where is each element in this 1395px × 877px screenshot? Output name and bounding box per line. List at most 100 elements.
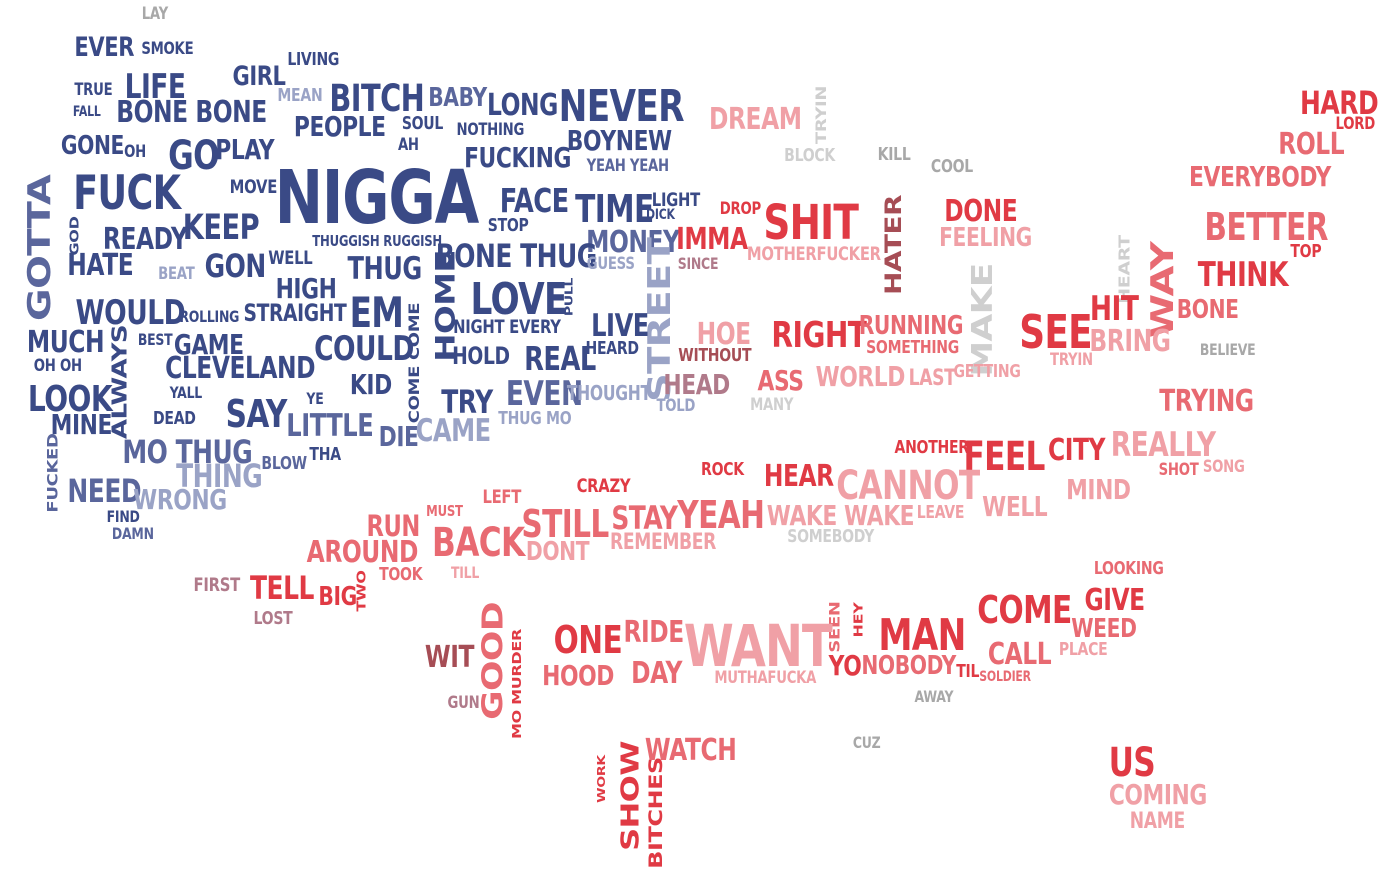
- word-tryin: TRYIN: [813, 85, 830, 145]
- word-think: THINK: [1197, 255, 1289, 295]
- word-ride: RIDE: [622, 615, 684, 650]
- word-around: AROUND: [306, 535, 418, 570]
- word-imma: IMMA: [676, 222, 748, 257]
- word-real: REAL: [524, 338, 596, 378]
- word-oh-oh: OH OH: [33, 355, 82, 376]
- word-gon: GON: [204, 247, 267, 285]
- word-time: TIME: [574, 187, 654, 231]
- word-crazy: CRAZY: [576, 474, 630, 497]
- word-coming: COMING: [1108, 778, 1207, 811]
- word-fuck: FUCK: [72, 165, 181, 221]
- word-keep: KEEP: [182, 207, 260, 248]
- word-til: TIL: [955, 661, 979, 682]
- word-since: SINCE: [677, 254, 719, 273]
- word-oh: OH: [124, 141, 146, 162]
- word-top: TOP: [1290, 241, 1322, 262]
- word-muthafucka: MUTHAFUCKA: [713, 667, 816, 688]
- word-nobody: NOBODY: [860, 651, 956, 681]
- word-always: ALWAYS: [108, 324, 132, 440]
- word-believe: BELIEVE: [1199, 340, 1255, 359]
- word-bone-thug: BONE THUG: [435, 237, 598, 275]
- word-dead: DEAD: [152, 408, 196, 429]
- word-die: DIE: [378, 420, 418, 453]
- word-love: LOVE: [470, 274, 567, 325]
- word-rock: ROCK: [700, 459, 744, 480]
- word-money: MONEY: [586, 225, 680, 260]
- word-tha: THA: [309, 444, 341, 465]
- word-rolling: ROLLING: [178, 307, 239, 326]
- word-first: FIRST: [193, 573, 240, 596]
- word-want: WANT: [683, 612, 833, 680]
- word-trying: TRYING: [1158, 384, 1254, 419]
- word-girl: GIRL: [232, 60, 286, 92]
- word-really: REALLY: [1110, 425, 1216, 465]
- word-work: WORK: [595, 755, 609, 803]
- word-dream: DREAM: [708, 102, 802, 137]
- word-bone: BONE: [1176, 295, 1239, 325]
- word-well: WELL: [267, 246, 312, 269]
- word-face: FACE: [499, 180, 569, 220]
- word-would: WOULD: [74, 293, 185, 333]
- word-game: GAME: [173, 328, 244, 361]
- word-come-come: COME COME: [406, 302, 424, 424]
- word-stop: STOP: [487, 215, 529, 236]
- word-ye: YE: [306, 389, 324, 408]
- word-better: BETTER: [1204, 205, 1328, 249]
- word-baby: BABY: [427, 83, 487, 113]
- word-block: BLOCK: [783, 145, 835, 166]
- word-need: NEED: [66, 472, 141, 510]
- word-well: WELL: [981, 490, 1048, 523]
- word-bitches: BITCHES: [644, 757, 667, 869]
- word-left: LEFT: [482, 485, 522, 508]
- word-done: DONE: [944, 194, 1018, 229]
- word-long: LONG: [486, 88, 558, 123]
- word-till: TILL: [450, 563, 480, 582]
- word-city: CITY: [1047, 433, 1105, 468]
- word-tell: TELL: [250, 569, 314, 607]
- word-feeling: FEELING: [938, 223, 1032, 253]
- word-move: MOVE: [229, 175, 277, 198]
- word-people: PEOPLE: [293, 110, 386, 143]
- word-give: GIVE: [1083, 583, 1145, 618]
- word-mine: MINE: [50, 408, 112, 441]
- word-gone: GONE: [60, 131, 124, 161]
- word-watch: WATCH: [644, 733, 736, 768]
- word-drop: DROP: [719, 198, 761, 219]
- word-getting: GETTING: [953, 361, 1021, 382]
- word-tryin: TRYIN: [1049, 349, 1093, 370]
- word-could: COULD: [314, 329, 414, 369]
- word-lost: LOST: [253, 608, 293, 629]
- word-run: RUN: [366, 508, 421, 543]
- word-thought: THOUGHT: [566, 381, 651, 405]
- word-came: CAME: [415, 412, 492, 449]
- word-em: EM: [349, 288, 403, 337]
- word-smoke: SMOKE: [140, 38, 193, 59]
- word-high: HIGH: [275, 272, 337, 305]
- word-cuz: CUZ: [852, 733, 880, 752]
- word-much: MUCH: [26, 325, 104, 360]
- word-head: HEAD: [662, 368, 730, 401]
- word-little: LITTLE: [286, 407, 374, 444]
- word-without: WITHOUT: [678, 345, 752, 366]
- word-thug: THUG: [346, 250, 422, 287]
- word-boynew: BOYNEW: [566, 124, 672, 157]
- word-say: SAY: [225, 392, 288, 436]
- word-cannot: CANNOT: [836, 463, 980, 509]
- word-hear: HEAR: [763, 459, 834, 494]
- word-hater: HATER: [880, 195, 907, 295]
- word-still: STILL: [521, 502, 609, 546]
- word-looking: LOOKING: [1093, 558, 1164, 579]
- word-yall: YALL: [169, 383, 203, 402]
- word-best: BEST: [137, 330, 173, 349]
- word-right: RIGHT: [771, 315, 867, 356]
- word-nigga: NIGGA: [274, 155, 479, 241]
- word-last: LAST: [908, 366, 956, 391]
- word-many: MANY: [749, 394, 793, 415]
- word-mo-murder: MO MURDER: [509, 629, 525, 739]
- word-running: RUNNING: [858, 311, 964, 341]
- word-day: DAY: [630, 656, 682, 691]
- word-man: MAN: [878, 610, 966, 661]
- word-must: MUST: [425, 501, 463, 520]
- word-mind: MIND: [1065, 473, 1131, 506]
